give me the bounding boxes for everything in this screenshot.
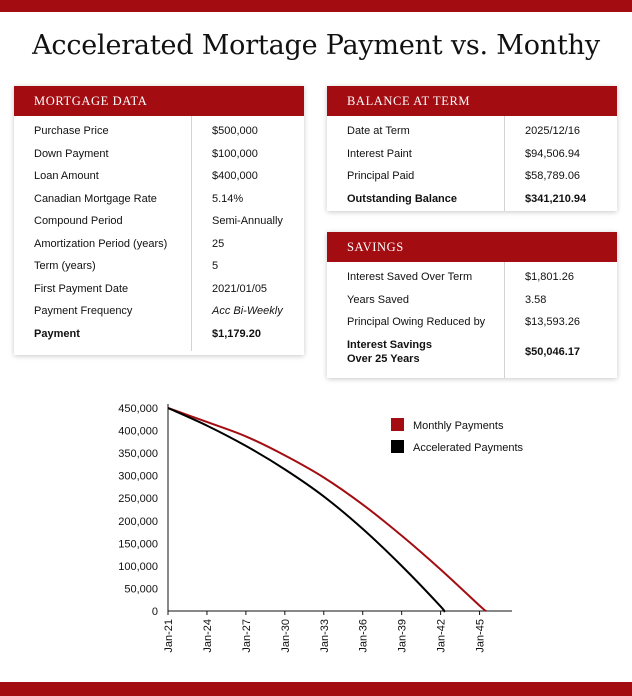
- y-tick-label: 150,000: [118, 538, 158, 550]
- x-tick-label: Jan-27: [241, 619, 253, 653]
- row-value: Acc Bi-Weekly: [212, 305, 283, 318]
- mortgage-data-panel: MORTGAGE DATA Purchase Price $500,000 Down…: [14, 86, 304, 355]
- table-row: First Payment Date 2021/01/05: [14, 278, 304, 301]
- row-value: 5.14%: [212, 192, 244, 205]
- table-row: Principal Owing Reduced by $13,593.26: [327, 311, 617, 334]
- y-tick-label: 350,000: [118, 448, 158, 460]
- row-value: 2021/01/05: [212, 282, 268, 295]
- row-value: 25: [212, 237, 225, 250]
- row-value: $500,000: [212, 125, 258, 138]
- row-label: First Payment Date: [34, 282, 129, 295]
- y-axis-ticks: 0 50,000 100,000 150,000 200,000 250,000 300,0…: [118, 403, 158, 618]
- row-value: $1,179.20: [212, 327, 261, 340]
- x-axis-ticks: Jan-21 Jan-24 Jan-27 Jan-30 Jan-33 Jan-36 Jan-…: [163, 611, 487, 653]
- row-value: 5: [212, 260, 219, 273]
- row-label: Years Saved: [347, 293, 409, 306]
- balance-line-chart: 0 50,000 100,000 150,000 200,000 250,000 300,0…: [118, 403, 524, 653]
- series-line-monthly: [167, 407, 487, 612]
- table-row: Purchase Price $500,000: [14, 120, 304, 143]
- row-value: $58,789.06: [525, 170, 581, 183]
- row-label: Loan Amount: [34, 170, 99, 183]
- table-row: Interest Savings Over 25 Years $50,046.17: [327, 334, 617, 370]
- row-value: $1,801.26: [525, 271, 574, 284]
- row-label: Outstanding Balance: [347, 192, 458, 205]
- x-tick-label: Jan-33: [319, 619, 331, 653]
- x-tick-label: Jan-36: [358, 619, 370, 653]
- series-line-accelerated: [167, 407, 446, 613]
- legend-label: Accelerated Payments: [413, 442, 524, 454]
- column-divider: [504, 116, 505, 211]
- row-label: Payment Frequency: [34, 305, 133, 318]
- legend-label: Monthly Payments: [413, 420, 504, 432]
- row-value: $13,593.26: [525, 316, 581, 329]
- row-label: Principal Owing Reduced by: [347, 316, 486, 329]
- table-row: Term (years) 5: [14, 255, 304, 278]
- row-label: Term (years): [34, 260, 96, 273]
- savings-panel: SAVINGS Interest Saved Over Term $1,801.2…: [327, 232, 617, 378]
- row-label: Purchase Price: [34, 125, 109, 138]
- bottom-accent-bar: [0, 682, 632, 696]
- row-value: Semi-Annually: [212, 215, 283, 228]
- x-tick-label: Jan-21: [163, 619, 175, 653]
- row-value: $50,046.17: [525, 345, 581, 358]
- row-value: $341,210.94: [525, 192, 587, 205]
- mortgage-data-heading: MORTGAGE DATA: [14, 86, 304, 116]
- x-tick-label: Jan-24: [202, 619, 214, 653]
- y-tick-label: 250,000: [118, 493, 158, 505]
- legend-swatch: [391, 418, 404, 431]
- balance-at-term-panel: BALANCE AT TERM Date at Term 2025/12/16 In…: [327, 86, 617, 211]
- row-label: Payment: [34, 327, 80, 340]
- table-row: Canadian Mortgage Rate 5.14%: [14, 188, 304, 211]
- balance-at-term-rows: Date at Term 2025/12/16 Interest Paint $94,…: [327, 116, 617, 211]
- x-tick-label: Jan-39: [397, 619, 409, 653]
- y-tick-label: 0: [152, 606, 158, 618]
- y-tick-label: 300,000: [118, 471, 158, 483]
- table-row: Interest Paint $94,506.94: [327, 143, 617, 166]
- row-value: $100,000: [212, 147, 258, 160]
- row-label: Interest Savings Over 25 Years: [347, 338, 432, 365]
- table-row: Payment $1,179.20: [14, 323, 304, 346]
- row-value: $400,000: [212, 170, 258, 183]
- row-label: Down Payment: [34, 147, 109, 160]
- table-row: Outstanding Balance $341,210.94: [327, 188, 617, 211]
- row-label: Compound Period: [34, 215, 123, 228]
- row-label: Principal Paid: [347, 170, 415, 183]
- table-row: Interest Saved Over Term $1,801.26: [327, 266, 617, 289]
- table-row: Amortization Period (years) 25: [14, 233, 304, 256]
- row-value: 3.58: [525, 293, 547, 306]
- x-tick-label: Jan-30: [280, 619, 292, 653]
- table-row: Years Saved 3.58: [327, 289, 617, 312]
- y-tick-label: 50,000: [124, 583, 158, 595]
- table-row: Principal Paid $58,789.06: [327, 165, 617, 188]
- x-tick-label: Jan-42: [436, 619, 448, 653]
- savings-heading: SAVINGS: [327, 232, 617, 262]
- balance-at-term-heading: BALANCE AT TERM: [327, 86, 617, 116]
- table-row: Payment Frequency Acc Bi-Weekly: [14, 300, 304, 323]
- y-tick-label: 200,000: [118, 516, 158, 528]
- y-tick-label: 450,000: [118, 403, 158, 415]
- row-value: 2025/12/16: [525, 125, 581, 138]
- table-row: Down Payment $100,000: [14, 143, 304, 166]
- column-divider: [504, 262, 505, 378]
- series-lines: [167, 407, 487, 613]
- row-value: $94,506.94: [525, 147, 581, 160]
- savings-rows: Interest Saved Over Term $1,801.26 Years S…: [327, 262, 617, 378]
- row-label: Interest Saved Over Term: [347, 271, 473, 284]
- table-row: Compound Period Semi-Annually: [14, 210, 304, 233]
- row-label: Date at Term: [347, 125, 410, 138]
- row-label: Canadian Mortgage Rate: [34, 192, 157, 205]
- legend-swatch: [391, 440, 404, 453]
- row-label: Amortization Period (years): [34, 237, 168, 250]
- page-title: Accelerated Mortage Payment vs. Monthy: [32, 30, 600, 61]
- table-row: Date at Term 2025/12/16: [327, 120, 617, 143]
- top-accent-bar: [0, 0, 632, 12]
- mortgage-data-rows: Purchase Price $500,000 Down Payment $100,0…: [14, 116, 304, 351]
- y-tick-label: 100,000: [118, 561, 158, 573]
- row-label: Interest Paint: [347, 147, 412, 160]
- x-tick-label: Jan-45: [475, 619, 487, 653]
- table-row: Loan Amount $400,000: [14, 165, 304, 188]
- y-tick-label: 400,000: [118, 426, 158, 438]
- column-divider: [191, 116, 192, 351]
- chart-legend: Monthly Payments Accelerated Payments: [391, 418, 524, 454]
